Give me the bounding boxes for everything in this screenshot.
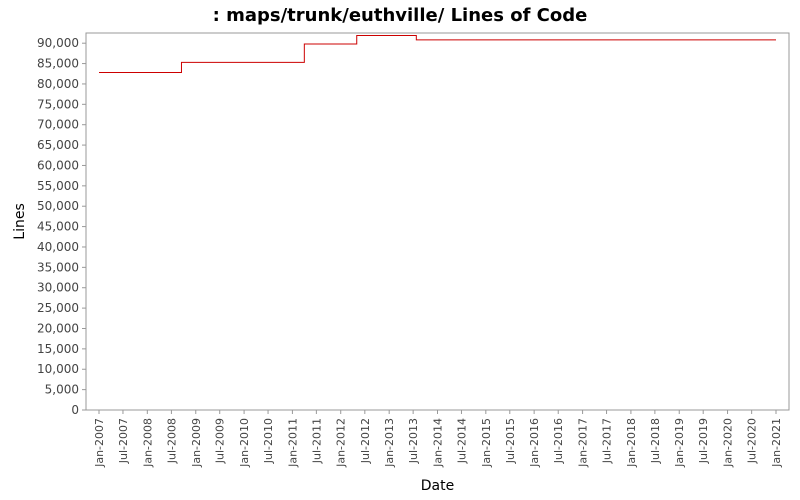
y-tick-label: 35,000 (37, 260, 79, 274)
y-tick-label: 90,000 (37, 36, 79, 50)
y-tick-label: 65,000 (37, 138, 79, 152)
x-tick-label: Jul-2016 (552, 418, 565, 464)
x-axis: Jan-2007 Jul-2007 Jan-2008 Jul-2008 Jan-2009… (93, 410, 783, 468)
x-tick-label: Jul-2008 (165, 418, 178, 464)
x-tick-label: Jul-2020 (746, 418, 759, 464)
x-tick-label: Jul-2012 (359, 418, 372, 464)
y-tick-label: 30,000 (37, 281, 79, 295)
y-axis-label: Lines (12, 203, 28, 239)
y-tick-label: 75,000 (37, 97, 79, 111)
y-tick-label: 10,000 (37, 362, 79, 376)
x-tick-label: Jan-2017 (577, 418, 590, 468)
y-tick-label: 55,000 (37, 179, 79, 193)
x-tick-label: Jul-2007 (117, 418, 130, 464)
y-tick-label: 50,000 (37, 199, 79, 213)
x-tick-label: Jan-2012 (335, 418, 348, 468)
y-tick-label: 85,000 (37, 57, 79, 71)
x-tick-label: Jan-2016 (528, 418, 541, 468)
y-tick-label: 80,000 (37, 77, 79, 91)
x-tick-label: Jul-2019 (697, 418, 710, 464)
y-tick-label: 20,000 (37, 321, 79, 335)
x-tick-label: Jul-2015 (504, 418, 517, 464)
x-tick-label: Jul-2010 (262, 418, 275, 464)
y-tick-label: 45,000 (37, 220, 79, 234)
series-line-0 (99, 34, 776, 74)
y-tick-label: 70,000 (37, 118, 79, 132)
chart-title: : maps/trunk/euthville/ Lines of Code (213, 5, 588, 26)
y-tick-label: 40,000 (37, 240, 79, 254)
x-tick-label: Jan-2021 (770, 418, 783, 468)
x-tick-label: Jan-2018 (625, 418, 638, 468)
x-tick-label: Jan-2009 (190, 418, 203, 468)
x-tick-label: Jul-2011 (310, 418, 323, 464)
x-tick-label: Jul-2013 (407, 418, 420, 464)
x-tick-label: Jan-2014 (432, 418, 445, 468)
series-layer (99, 34, 776, 74)
x-tick-label: Jul-2009 (214, 418, 227, 464)
x-tick-label: Jan-2007 (93, 418, 106, 468)
y-tick-label: 15,000 (37, 342, 79, 356)
y-tick-label: 60,000 (37, 158, 79, 172)
x-axis-label: Date (421, 478, 454, 494)
x-tick-label: Jul-2014 (455, 418, 468, 464)
x-tick-label: Jan-2008 (141, 418, 154, 468)
x-tick-label: Jul-2018 (649, 418, 662, 464)
x-tick-label: Jan-2015 (480, 418, 493, 468)
x-tick-label: Jan-2013 (383, 418, 396, 468)
x-tick-label: Jan-2011 (286, 418, 299, 468)
x-tick-label: Jan-2020 (722, 418, 735, 468)
y-tick-label: 0 (71, 403, 79, 417)
y-tick-label: 25,000 (37, 301, 79, 315)
y-tick-label: 5,000 (45, 383, 79, 397)
x-tick-label: Jul-2017 (601, 418, 614, 464)
plot-area (85, 32, 790, 411)
x-tick-label: Jan-2019 (673, 418, 686, 468)
x-tick-label: Jan-2010 (238, 418, 251, 468)
y-axis: 0 5,000 10,000 15,000 20,000 25,000 30,000 35,0… (37, 36, 86, 417)
